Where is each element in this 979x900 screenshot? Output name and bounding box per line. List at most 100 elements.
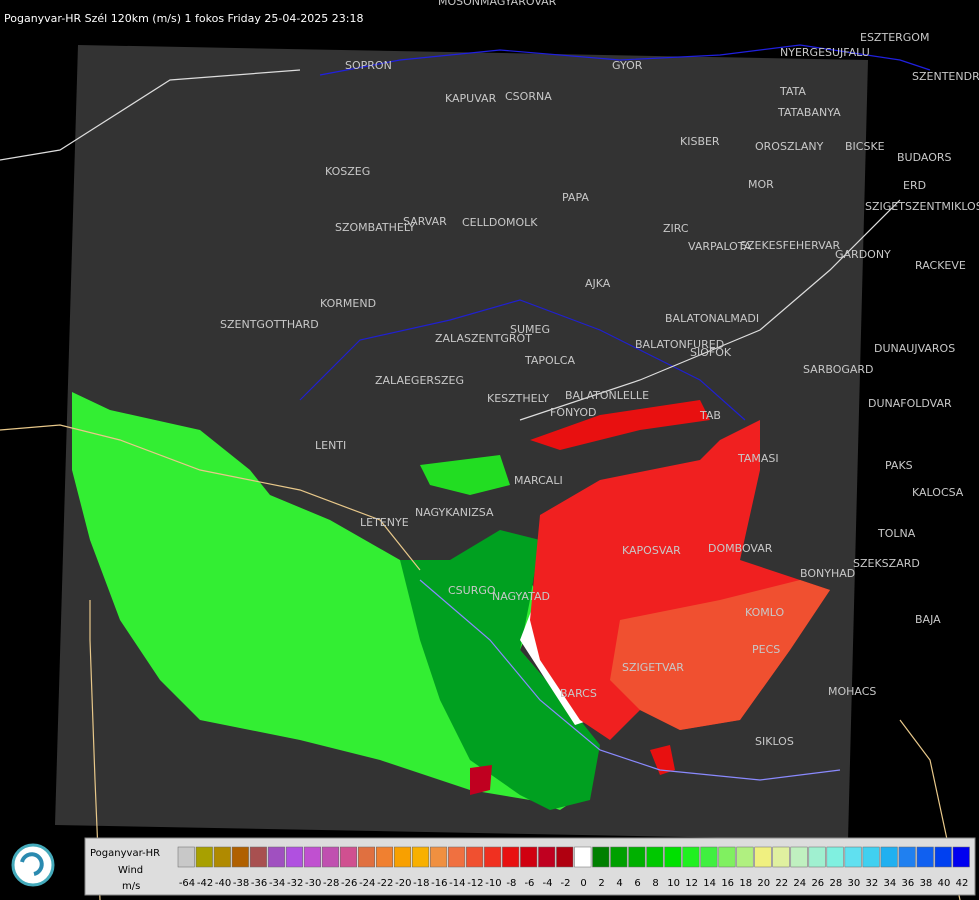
legend-tick-label: -10 — [485, 878, 501, 889]
legend-swatch — [754, 846, 772, 868]
logo-swirl — [20, 852, 44, 876]
city-label: MARCALI — [514, 474, 563, 487]
legend-swatch — [267, 846, 285, 868]
city-label: TAMASI — [737, 452, 779, 465]
legend-swatch — [826, 846, 844, 868]
city-label: SZEKSZARD — [853, 557, 920, 570]
city-label: KOSZEG — [325, 165, 370, 178]
legend-tick-label: 18 — [739, 878, 752, 889]
legend-swatch — [952, 846, 970, 868]
city-label: SIOFOK — [690, 346, 732, 359]
legend-tick-label: 24 — [793, 878, 806, 889]
city-label: ERD — [903, 179, 926, 192]
echoes — [72, 392, 830, 810]
legend-tick-label: 6 — [634, 878, 640, 889]
legend-label: Wind — [118, 865, 143, 876]
city-label: KISBER — [680, 135, 720, 148]
legend-tick-label: -32 — [287, 878, 303, 889]
legend-swatch — [646, 846, 664, 868]
road-m7 — [519, 199, 901, 421]
city-label: ZALASZENTGROT — [435, 332, 532, 345]
legend-swatch — [430, 846, 448, 868]
city-label: GARDONY — [835, 248, 891, 261]
city-label: SZENTENDRE — [912, 70, 979, 83]
city-label: RACKEVE — [915, 259, 966, 272]
city-label: MOHACS — [828, 685, 876, 698]
legend-tick-label: 32 — [866, 878, 879, 889]
legend-tick-label: 38 — [920, 878, 933, 889]
legend-swatch — [520, 846, 538, 868]
legend-tick-label: -64 — [179, 878, 195, 889]
road — [0, 69, 301, 161]
border-croatia — [0, 424, 421, 571]
city-label: SUMEG — [510, 323, 550, 336]
legend-tick-label: 36 — [902, 878, 915, 889]
city-label: KAPUVAR — [445, 92, 497, 105]
legend-tick-label: -16 — [431, 878, 447, 889]
city-label: SZOMBATHELY — [335, 221, 415, 234]
legend-tick-label: -26 — [341, 878, 357, 889]
legend-swatch — [412, 846, 430, 868]
city-label: KORMEND — [320, 297, 376, 310]
legend-swatch — [916, 846, 934, 868]
echo-red-south — [650, 745, 675, 775]
city-label: BALATONALMADI — [665, 312, 759, 325]
legend-swatch — [844, 846, 862, 868]
legend-tick-label: 4 — [616, 878, 622, 889]
city-label: KALOCSA — [912, 486, 964, 499]
border-north — [319, 44, 931, 76]
legend-swatch — [249, 846, 267, 868]
legend-swatch — [195, 846, 213, 868]
legend-swatch — [448, 846, 466, 868]
legend-swatch — [177, 846, 195, 868]
legend-swatch — [790, 846, 808, 868]
legend-swatch — [862, 846, 880, 868]
legend-tick-label: 0 — [580, 878, 586, 889]
legend-swatch — [303, 846, 321, 868]
city-label: FONYOD — [550, 406, 596, 419]
legend-tick-label: 30 — [847, 878, 860, 889]
city-label: BARCS — [560, 687, 597, 700]
legend-swatch — [700, 846, 718, 868]
echo-dark-red — [470, 765, 492, 795]
city-label: ESZTERGOM — [860, 31, 929, 44]
legend-swatch — [285, 846, 303, 868]
city-label: VARPALOTA — [688, 240, 752, 253]
city-label: DUNAFOLDVAR — [868, 397, 952, 410]
legend-tick-label: 42 — [956, 878, 969, 889]
legend-tick-label: -38 — [233, 878, 249, 889]
legend-tick-label: 14 — [703, 878, 716, 889]
legend-tick-label: -40 — [215, 878, 231, 889]
legend-swatch — [610, 846, 628, 868]
city-label: MOSONMAGYAROVAR — [438, 0, 557, 8]
legend-tick-label: -8 — [506, 878, 516, 889]
city-label: SZEKESFEHERVAR — [740, 239, 841, 252]
city-label: TAB — [699, 409, 721, 422]
legend-swatch — [934, 846, 952, 868]
legend-swatch — [466, 846, 484, 868]
legend-tick-label: -28 — [323, 878, 339, 889]
city-label: SZENTGOTTHARD — [220, 318, 319, 331]
legend-items: -64 -42 -40 -38 -36 -34 -32 -30 -28 -26 -24 -22 -20-… — [177, 846, 970, 889]
city-label: TATABANYA — [777, 106, 841, 119]
legend-tick-label: -20 — [395, 878, 411, 889]
legend-swatch — [357, 846, 375, 868]
legend-tick-label: -22 — [377, 878, 393, 889]
legend-swatch — [538, 846, 556, 868]
city-label: PAKS — [885, 459, 913, 472]
city-label: PAPA — [562, 191, 589, 204]
legend-swatch — [682, 846, 700, 868]
county-line — [299, 299, 746, 421]
city-label: BALATONFURED — [635, 338, 724, 351]
city-label: SZIGETSZENTMIKLOS — [865, 200, 979, 213]
legend-tick-label: 34 — [884, 878, 897, 889]
city-label: DOMBOVAR — [708, 542, 773, 555]
legend-swatch — [808, 846, 826, 868]
legend-swatch — [556, 846, 574, 868]
echo-dark-green — [400, 530, 600, 810]
city-label: MOR — [748, 178, 774, 191]
city-label: BAJA — [915, 613, 941, 626]
legend-title: Poganyvar-HR — [90, 848, 160, 859]
city-label: CSURGO — [448, 584, 496, 597]
